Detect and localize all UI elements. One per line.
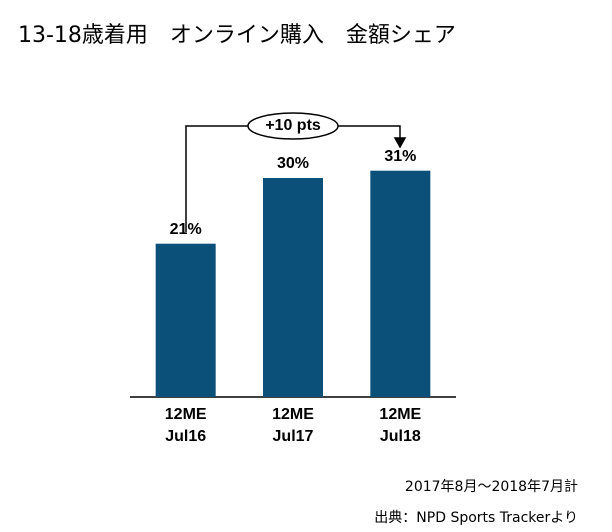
annotation: +10 pts xyxy=(265,117,321,134)
chart-title: 13-18歳着用 オンライン購入 金額シェア xyxy=(18,23,456,48)
change-bracket xyxy=(185,112,407,232)
source: 出典：NPD Sports Trackerより xyxy=(374,510,578,526)
value-label: 30% xyxy=(277,155,309,172)
bar xyxy=(370,170,431,397)
bar xyxy=(155,243,216,397)
x-tick-label: 12ME xyxy=(165,406,207,423)
annotation-ellipse xyxy=(247,112,339,140)
note: 2017年8月～2018年7月計 xyxy=(405,479,578,495)
x-tick-label: Jul18 xyxy=(380,428,421,445)
x-tick-label: Jul17 xyxy=(273,428,314,445)
value-label: 21% xyxy=(170,221,202,238)
arrow-head xyxy=(393,137,407,149)
x-tick-label: Jul16 xyxy=(165,428,206,445)
x-tick-label: 12ME xyxy=(272,406,314,423)
value-label: 31% xyxy=(384,148,416,165)
x-tick-label: 12ME xyxy=(379,406,421,423)
bar xyxy=(263,178,323,397)
